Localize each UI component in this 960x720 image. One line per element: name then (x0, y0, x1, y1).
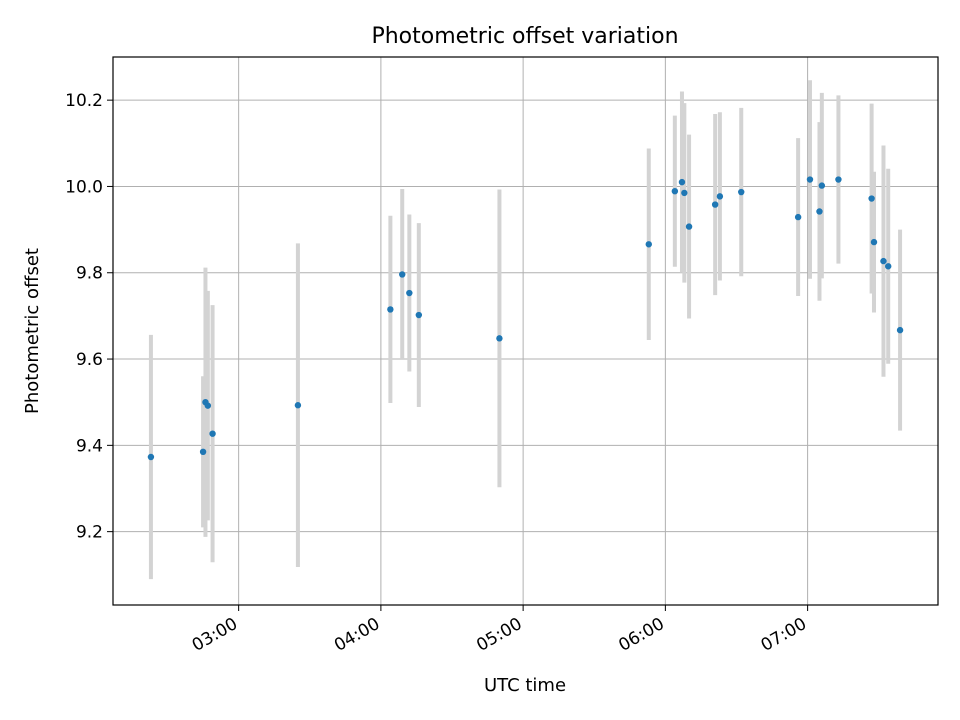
plot-frame (112, 56, 939, 606)
data-point (806, 176, 814, 183)
data-point (415, 311, 423, 319)
data-point (645, 241, 652, 248)
data-point (204, 402, 212, 409)
data-point (685, 223, 693, 230)
data-point (671, 187, 679, 195)
data-point (818, 182, 826, 189)
data-point (406, 289, 413, 297)
data-point (816, 208, 823, 215)
data-point (870, 238, 878, 246)
data-point (209, 430, 216, 437)
y-tick-label: 9.4 (76, 436, 103, 456)
data-point (835, 176, 842, 183)
grid (113, 57, 938, 605)
data-points (147, 176, 904, 461)
data-point (147, 453, 155, 461)
data-point (199, 448, 207, 456)
data-point (738, 188, 745, 196)
data-point (868, 195, 875, 202)
data-point (794, 213, 802, 221)
data-point (716, 193, 724, 200)
data-point (681, 189, 688, 197)
y-tick-label: 9.6 (76, 350, 103, 370)
y-tick-label: 10.2 (65, 91, 103, 111)
data-point (711, 201, 719, 208)
data-point (896, 326, 904, 334)
y-axis-ticks: 9.2 9.4 9.6 9.8 10.0 10.2 (65, 91, 113, 543)
y-axis-label: Photometric offset (22, 248, 43, 414)
y-tick-label: 9.8 (76, 264, 103, 284)
y-tick-label: 9.2 (76, 523, 103, 543)
y-tick-label: 10.0 (65, 177, 103, 197)
data-point (399, 271, 406, 278)
x-axis-label: UTC time (484, 675, 566, 696)
data-point (885, 263, 892, 270)
data-point (496, 335, 503, 342)
data-point (678, 178, 686, 186)
chart-title: Photometric offset variation (371, 24, 678, 49)
data-point (387, 306, 394, 313)
data-point (294, 402, 302, 409)
data-point (880, 257, 887, 265)
